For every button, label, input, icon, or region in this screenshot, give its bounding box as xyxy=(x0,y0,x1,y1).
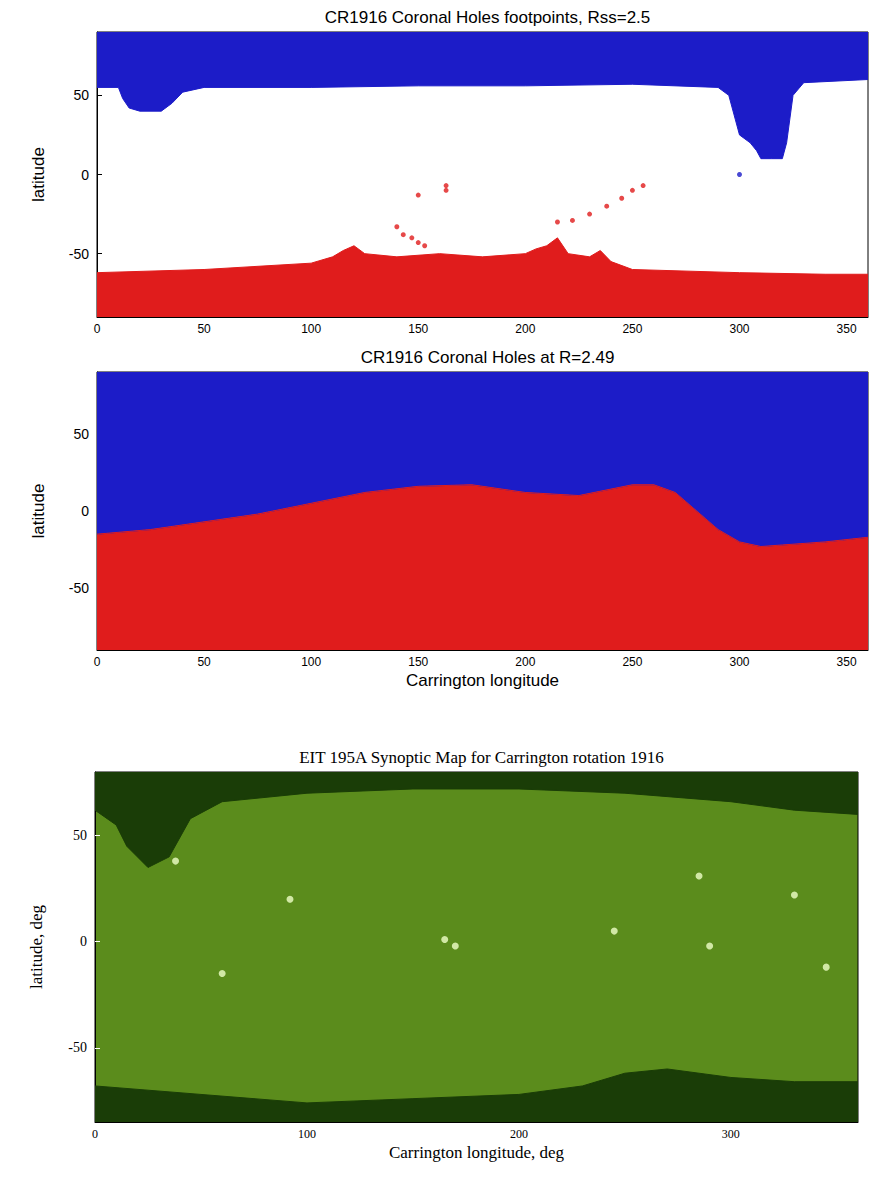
svg-text:150: 150 xyxy=(408,655,428,669)
svg-text:200: 200 xyxy=(515,322,535,336)
svg-text:0: 0 xyxy=(94,322,101,336)
svg-text:50: 50 xyxy=(73,828,87,843)
svg-text:200: 200 xyxy=(510,1127,528,1141)
svg-text:100: 100 xyxy=(301,655,321,669)
svg-text:0: 0 xyxy=(92,1127,98,1141)
svg-text:100: 100 xyxy=(301,322,321,336)
svg-text:100: 100 xyxy=(298,1127,316,1141)
svg-text:Carrington longitude: Carrington longitude xyxy=(406,671,559,690)
svg-text:350: 350 xyxy=(837,322,857,336)
svg-text:latitude: latitude xyxy=(29,484,48,539)
svg-text:latitude, deg: latitude, deg xyxy=(27,904,46,989)
svg-text:CR1916 Coronal Holes at R=2.49: CR1916 Coronal Holes at R=2.49 xyxy=(361,348,615,367)
svg-text:300: 300 xyxy=(729,655,749,669)
svg-text:300: 300 xyxy=(729,322,749,336)
svg-text:250: 250 xyxy=(622,322,642,336)
svg-text:-50: -50 xyxy=(68,1040,87,1055)
svg-text:-50: -50 xyxy=(69,580,89,596)
svg-text:150: 150 xyxy=(408,322,428,336)
svg-text:0: 0 xyxy=(81,167,89,183)
svg-text:0: 0 xyxy=(81,503,89,519)
svg-text:50: 50 xyxy=(197,655,211,669)
svg-text:300: 300 xyxy=(722,1127,740,1141)
svg-text:Carrington longitude, deg: Carrington longitude, deg xyxy=(389,1143,565,1162)
svg-text:-50: -50 xyxy=(69,246,89,262)
svg-text:0: 0 xyxy=(94,655,101,669)
svg-text:0: 0 xyxy=(80,934,87,949)
svg-text:350: 350 xyxy=(837,655,857,669)
svg-text:250: 250 xyxy=(622,655,642,669)
svg-text:50: 50 xyxy=(73,426,89,442)
svg-text:CR1916 Coronal Holes footpoint: CR1916 Coronal Holes footpoints, Rss=2.5 xyxy=(325,8,651,27)
svg-text:50: 50 xyxy=(73,87,89,103)
svg-text:50: 50 xyxy=(197,322,211,336)
svg-text:200: 200 xyxy=(515,655,535,669)
svg-text:EIT 195A Synoptic Map for Carr: EIT 195A Synoptic Map for Carrington rot… xyxy=(299,748,664,767)
svg-text:latitude: latitude xyxy=(29,147,48,202)
